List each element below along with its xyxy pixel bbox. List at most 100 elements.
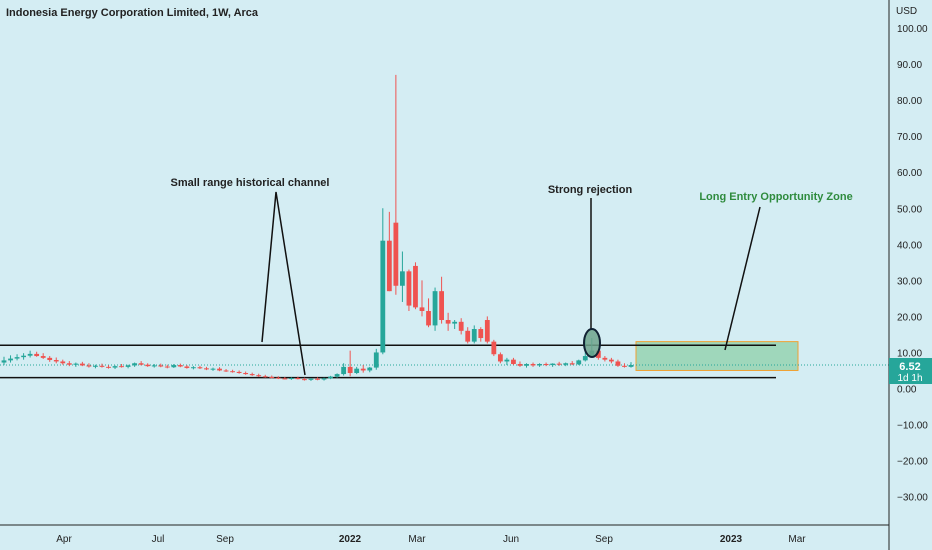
annotation-channel: Small range historical channel — [171, 177, 330, 189]
candle-body — [171, 365, 177, 368]
candle-body — [86, 365, 92, 367]
y-tick-label: 90.00 — [897, 60, 922, 71]
annotation-rejection: Strong rejection — [548, 184, 633, 196]
candle-body — [14, 357, 20, 359]
candle-body — [125, 365, 131, 367]
candle-body — [79, 363, 85, 366]
candle-body — [524, 363, 529, 366]
candle-body — [60, 361, 66, 364]
candle-body — [458, 321, 464, 331]
candle-body — [262, 376, 268, 378]
candle-body — [249, 374, 255, 376]
candle-body — [432, 291, 438, 326]
annotation-zone: Long Entry Opportunity Zone — [699, 191, 852, 203]
x-tick-label: Mar — [788, 534, 806, 545]
x-tick-label: Sep — [216, 534, 234, 545]
candle-body — [543, 363, 549, 366]
candle-body — [288, 378, 294, 380]
candle-body — [243, 372, 249, 375]
rejection-highlight — [583, 328, 601, 358]
zone-pointer — [724, 206, 761, 351]
candle-body — [569, 363, 575, 365]
x-tick-label: Apr — [56, 534, 72, 545]
candle-body — [615, 361, 621, 366]
candle-body — [511, 359, 516, 364]
y-tick-label: 100.00 — [897, 24, 928, 35]
candle-body — [491, 341, 497, 355]
candle-body — [556, 363, 562, 365]
candle-body — [497, 354, 503, 362]
candle-body — [138, 363, 144, 365]
candle-body — [269, 376, 275, 378]
candle-body — [53, 360, 59, 362]
y-tick-label: 60.00 — [897, 168, 922, 179]
candle-body — [295, 378, 301, 380]
last-price-countdown: 1d 1h — [897, 373, 922, 384]
candle-body — [164, 366, 170, 368]
candle-body — [158, 365, 164, 367]
candle-body — [373, 352, 379, 368]
candle-body — [426, 310, 431, 326]
candle-body — [452, 321, 458, 324]
candle-body — [360, 368, 366, 371]
candle-body — [8, 358, 13, 361]
y-tick-label: 10.00 — [897, 348, 922, 359]
candle-body — [119, 366, 124, 368]
last-price-badge — [889, 358, 932, 384]
candle-body — [256, 375, 262, 377]
candle-body — [308, 378, 314, 380]
candle-body — [393, 222, 399, 286]
candle-body — [347, 366, 353, 373]
candle-body — [622, 365, 627, 367]
candle-body — [537, 363, 542, 366]
candle-body — [576, 360, 582, 365]
y-tick-label: 50.00 — [897, 204, 922, 215]
x-tick-label: Jul — [152, 534, 165, 545]
candle-body — [99, 365, 105, 367]
x-tick-label: 2022 — [339, 534, 362, 545]
candle-body — [73, 363, 79, 365]
candle-body — [197, 367, 203, 369]
candle-body — [386, 240, 392, 292]
chart-title: Indonesia Energy Corporation Limited, 1W… — [6, 7, 259, 19]
candle-body — [380, 240, 386, 353]
candle-body — [471, 329, 477, 342]
candle-body — [151, 365, 157, 367]
candle-body — [204, 368, 209, 370]
channel-pointer — [261, 191, 306, 376]
y-tick-label: 70.00 — [897, 132, 922, 143]
candle-body — [21, 355, 26, 358]
candle-body — [282, 378, 288, 380]
x-tick-label: Mar — [408, 534, 426, 545]
candle-body — [367, 367, 373, 371]
candle-body — [302, 379, 307, 381]
currency-label: USD — [896, 6, 917, 17]
candle-body — [609, 359, 614, 362]
candle-body — [602, 357, 608, 360]
candle-body — [563, 363, 569, 365]
candle-body — [106, 366, 111, 368]
candle-body — [40, 356, 46, 358]
candle-body — [223, 370, 229, 372]
candle-body — [582, 356, 588, 361]
candle-body — [132, 363, 138, 366]
candle-body — [628, 364, 634, 367]
candle-body — [145, 364, 151, 367]
y-tick-label: 80.00 — [897, 96, 922, 107]
candle-body — [315, 378, 320, 380]
x-tick-label: 2023 — [720, 534, 743, 545]
candle-body — [517, 363, 523, 366]
candle-body — [354, 368, 360, 373]
candle-body — [275, 377, 281, 379]
candle-body — [439, 291, 444, 321]
y-tick-label: 20.00 — [897, 312, 922, 323]
candle-body — [334, 374, 340, 377]
y-tick-label: −30.00 — [897, 493, 928, 504]
candle-body — [47, 357, 53, 361]
candle-body — [1, 360, 7, 363]
candle-body — [112, 366, 118, 368]
y-tick-label: −10.00 — [897, 421, 928, 432]
y-tick-label: 0.00 — [897, 385, 917, 396]
